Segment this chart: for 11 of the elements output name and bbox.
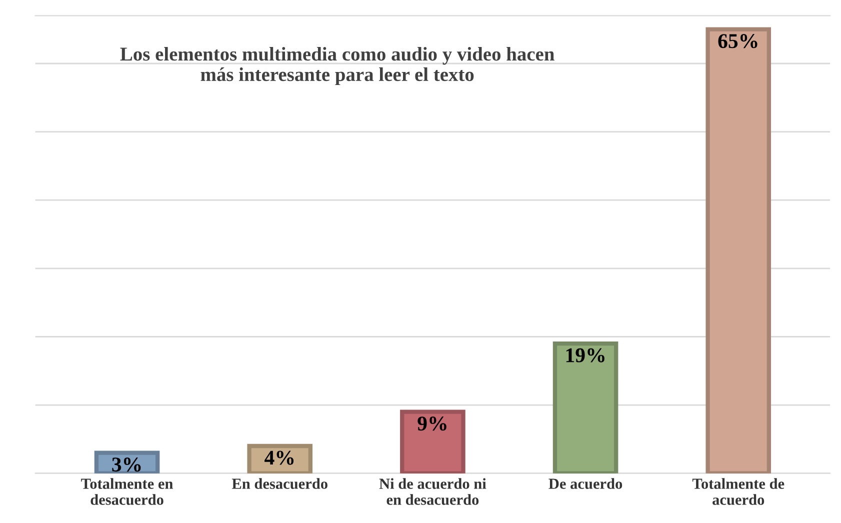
data-label: 9% <box>418 416 446 431</box>
data-label: 4% <box>264 450 294 465</box>
data-label: 19% <box>566 348 604 362</box>
text: Los elementos multimedia como audio y video hacen más interesante para leer el texto <box>120 47 554 86</box>
x-tick-label: De acuerdo <box>548 478 622 489</box>
x-tick-label: Totalmente de acuerdo <box>692 478 784 505</box>
data-label: 65% <box>718 34 758 48</box>
x-tick-label: En desacuerdo <box>232 478 328 489</box>
x-tick-label: Ni de acuerdo ni en desacuerdo <box>379 478 486 505</box>
x-tick-label: Totalmente en desacuerdo <box>81 478 173 505</box>
data-label: 3% <box>112 458 141 472</box>
